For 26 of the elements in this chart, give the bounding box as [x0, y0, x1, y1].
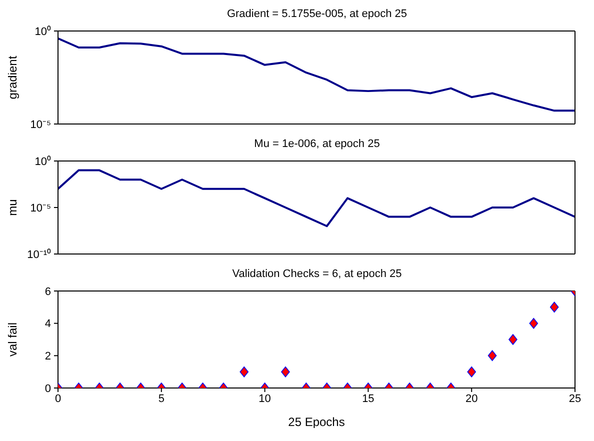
line-series [58, 37, 575, 112]
y-tick-label: 6 [44, 286, 51, 298]
y-tick-label: 10⁻¹⁰ [27, 248, 51, 261]
chart-title: Mu = 1e-006, at epoch 25 [253, 138, 381, 152]
chart-title: Validation Checks = 6, at epoch 25 [231, 268, 403, 282]
x-tick-label: 25 [568, 392, 582, 405]
chart-title: Gradient = 5.1755e-005, at epoch 25 [226, 8, 408, 22]
y-tick-label: 10⁻⁵ [30, 118, 51, 131]
x-tick-label: 5 [158, 392, 164, 405]
x-tick-label: 20 [465, 392, 478, 405]
x-tick-label: 0 [54, 392, 62, 405]
y-tick-label: 10⁰ [34, 24, 51, 38]
x-tick-label: 15 [362, 392, 374, 405]
y-axis-title: val fail [5, 322, 20, 357]
y-tick-label: 4 [44, 318, 51, 330]
y-tick-label: 0 [44, 382, 51, 395]
point [508, 334, 518, 345]
y-axis-title: gradient [5, 55, 20, 100]
point [488, 350, 497, 362]
y-tick-label: 10⁰ [34, 154, 51, 168]
y-tick-label: 10⁻⁵ [30, 202, 51, 214]
point [529, 318, 538, 329]
y-axis-title: mu [5, 199, 20, 216]
x-tick-label: 10 [258, 392, 271, 405]
line-series [58, 169, 575, 228]
y-tick-label: 2 [44, 350, 51, 363]
